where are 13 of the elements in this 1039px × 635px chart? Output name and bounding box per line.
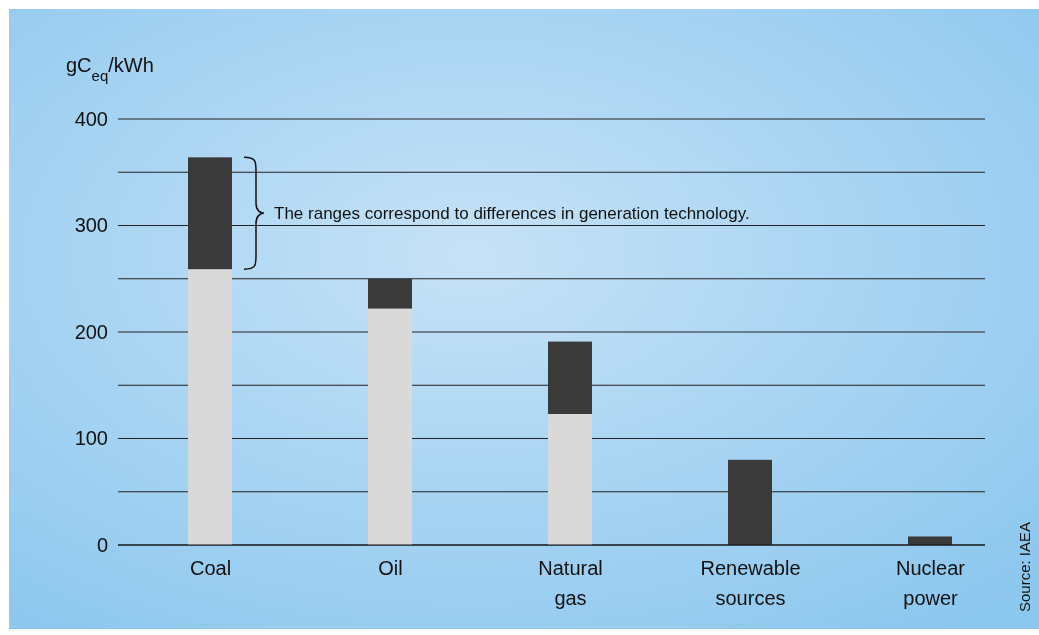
annotation: The ranges correspond to differences in generation technology.	[274, 204, 750, 224]
y-tick-label: 400	[74, 107, 108, 130]
x-tick-label: Coal	[189, 557, 232, 580]
y-axis-title: gC$_{eq}$/kWh	[66, 54, 154, 84]
x-tick-label: Natural gas	[538, 557, 603, 610]
x-tick-label: Renewable sources	[700, 557, 801, 610]
source-note: Source: IAEA	[1016, 521, 1033, 612]
x-tick-label: Oil	[378, 557, 403, 580]
y-tick-label: 300	[74, 214, 108, 237]
y-tick-label: 100	[74, 427, 108, 450]
y-tick-label: 200	[74, 320, 108, 343]
x-tick-label: Nuclear power	[896, 557, 966, 610]
y-tick-label: 0	[96, 533, 108, 556]
